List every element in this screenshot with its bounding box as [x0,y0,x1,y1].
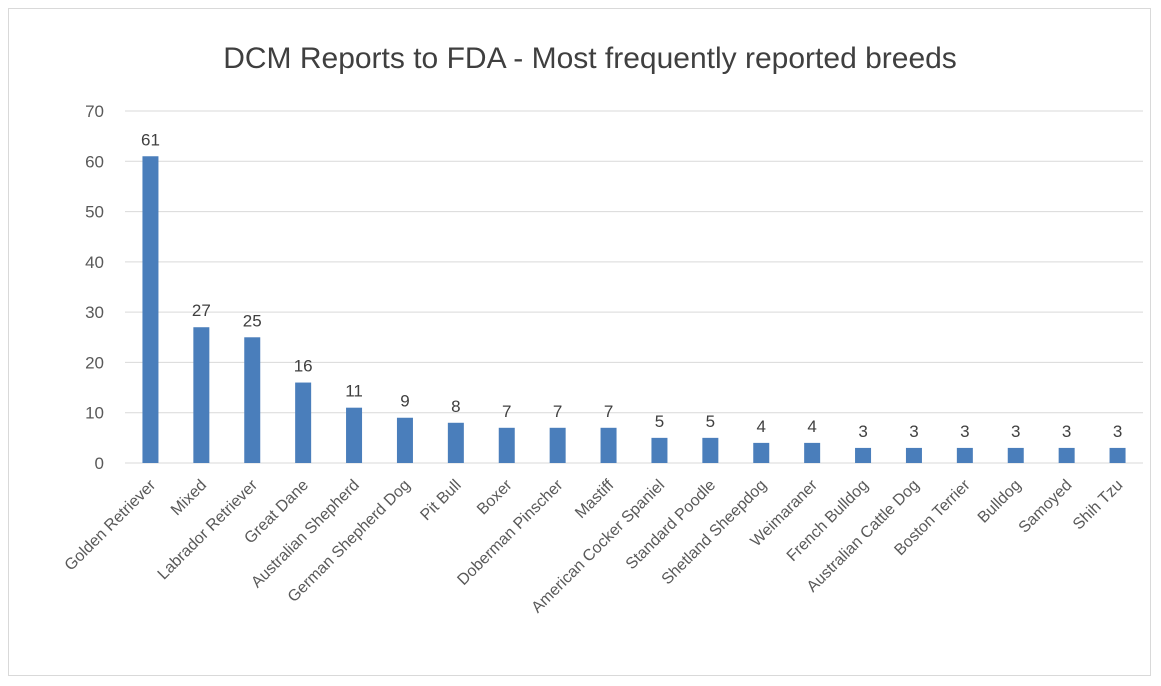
data-label: 4 [757,417,766,436]
bar [244,337,261,463]
y-tick-label: 0 [95,454,104,473]
bar [193,327,210,463]
y-tick-label: 30 [85,303,104,322]
data-label: 4 [807,417,816,436]
data-label: 11 [345,382,363,401]
bar [346,407,363,463]
bar [142,156,159,463]
x-tick-label: Mastiff [572,476,618,522]
data-label: 5 [655,412,664,431]
bar [753,442,770,463]
data-label: 3 [1011,422,1020,441]
bar [956,447,973,463]
x-tick-label: Boxer [474,476,516,518]
data-label: 3 [858,422,867,441]
x-tick-label: Samoyed [1016,477,1076,537]
data-label: 9 [400,392,409,411]
x-tick-label: Labrador Retriever [155,476,262,583]
data-label: 5 [706,412,715,431]
data-label: 25 [243,311,262,330]
bars [142,156,1126,463]
x-tick-label: Golden Retriever [62,476,160,574]
x-tick-label: Pit Bull [417,477,464,524]
bar [855,447,872,463]
bar [905,447,922,463]
data-label: 3 [909,422,918,441]
bar [498,427,515,463]
bar [549,427,566,463]
y-tick-label: 10 [85,404,104,423]
bar [702,437,719,463]
data-label: 3 [1062,422,1071,441]
y-axis-ticks: 0 10 20 30 40 50 60 70 [85,102,104,473]
chart-title: DCM Reports to FDA - Most frequently rep… [223,42,957,75]
data-label: 3 [1113,422,1122,441]
bar [396,417,413,463]
y-tick-label: 60 [85,152,104,171]
bar [1007,447,1024,463]
data-label: 27 [192,301,211,320]
y-tick-label: 40 [85,253,104,272]
x-tick-label: Shih Tzu [1070,477,1126,533]
data-label: 61 [141,130,160,149]
x-tick-label: Standard Poodle [623,477,719,573]
gridlines [125,110,1143,464]
y-tick-label: 20 [85,353,104,372]
x-tick-label: Bulldog [975,477,1025,527]
y-tick-label: 70 [85,102,104,121]
data-label: 8 [451,397,460,416]
bar [804,442,821,463]
data-label: 3 [960,422,969,441]
data-labels: 61 27 25 16 11 9 8 7 7 7 5 5 4 4 3 3 3 3 3 3 [141,130,1122,441]
data-label: 16 [294,357,313,376]
bar [295,382,312,463]
data-label: 7 [502,402,511,421]
data-label: 7 [553,402,562,421]
data-label: 7 [604,402,613,421]
bar [600,427,617,463]
x-tick-label: Mixed [168,477,210,519]
bar [651,437,668,463]
bar [1109,447,1126,463]
bar [1058,447,1075,463]
bar [447,422,464,463]
y-tick-label: 50 [85,203,104,222]
